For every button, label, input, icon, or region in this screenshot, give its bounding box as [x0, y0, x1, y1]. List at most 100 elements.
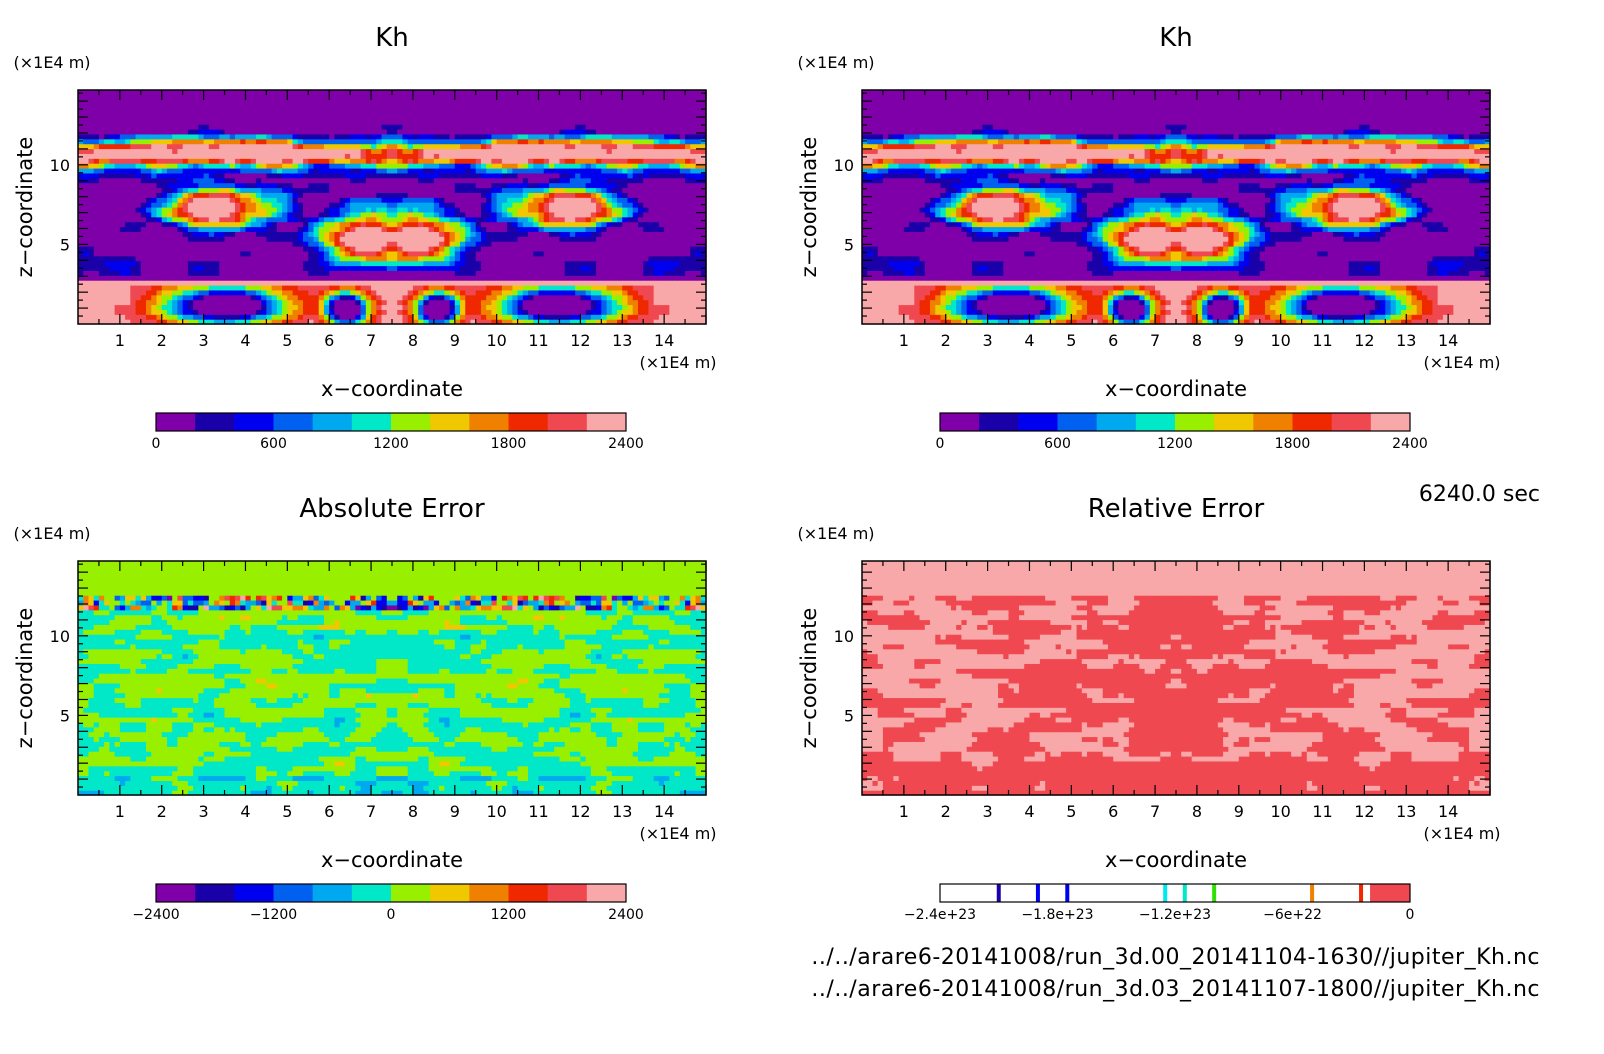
heatmap-cell — [345, 231, 351, 236]
heatmap-cell — [591, 314, 597, 319]
heatmap-cell — [177, 231, 183, 236]
heatmap-cell — [591, 217, 597, 222]
heatmap-cell — [413, 305, 419, 310]
heatmap-cell — [366, 139, 372, 144]
heatmap-cell — [486, 110, 492, 115]
heatmap-cell — [507, 295, 513, 300]
heatmap-cell — [444, 227, 450, 232]
heatmap-cell — [444, 280, 450, 285]
heatmap-cell — [334, 246, 340, 251]
heatmap-cell — [188, 129, 194, 134]
heatmap-cell — [319, 290, 325, 295]
heatmap-cell — [277, 256, 283, 261]
heatmap-cell — [486, 153, 492, 158]
heatmap-cell — [83, 158, 89, 163]
heatmap-cell — [345, 183, 351, 188]
heatmap-cell — [308, 285, 314, 290]
heatmap-cell — [491, 270, 497, 275]
heatmap-cell — [376, 95, 382, 100]
heatmap-cell — [465, 192, 471, 197]
heatmap-cell — [476, 144, 482, 149]
heatmap-cell — [408, 163, 414, 168]
heatmap-cell — [151, 95, 157, 100]
heatmap-cell — [397, 163, 403, 168]
heatmap-cell — [371, 163, 377, 168]
heatmap-cell — [88, 124, 94, 129]
heatmap-cell — [549, 300, 555, 305]
heatmap-cell — [324, 105, 330, 110]
heatmap-cell — [371, 261, 377, 266]
heatmap-cell — [575, 149, 581, 154]
heatmap-cell — [130, 295, 136, 300]
heatmap-cell — [146, 236, 152, 241]
heatmap-cell — [329, 202, 335, 207]
heatmap-cell — [245, 231, 251, 236]
heatmap-cell — [314, 207, 320, 212]
heatmap-cell — [314, 256, 320, 261]
heatmap-cell — [408, 285, 414, 290]
heatmap-cell — [418, 188, 424, 193]
heatmap-cell — [136, 124, 142, 129]
heatmap-cell — [340, 285, 346, 290]
heatmap-cell — [575, 168, 581, 173]
heatmap-cell — [183, 270, 189, 275]
heatmap-cell — [350, 256, 356, 261]
heatmap-cell — [413, 197, 419, 202]
heatmap-cell — [392, 212, 398, 217]
heatmap-cell — [528, 183, 534, 188]
heatmap-cell — [549, 149, 555, 154]
heatmap-cell — [219, 280, 225, 285]
heatmap-cell — [539, 217, 545, 222]
heatmap-cell — [277, 158, 283, 163]
heatmap-cell — [554, 168, 560, 173]
heatmap-cell — [109, 100, 115, 105]
heatmap-cell — [193, 309, 199, 314]
heatmap-cell — [423, 100, 429, 105]
heatmap-cell — [329, 275, 335, 280]
heatmap-cell — [455, 295, 461, 300]
heatmap-cell — [303, 295, 309, 300]
heatmap-cell — [559, 153, 565, 158]
heatmap-cell — [78, 183, 84, 188]
heatmap-cell — [376, 222, 382, 227]
heatmap-cell — [209, 163, 215, 168]
heatmap-cell — [277, 173, 283, 178]
heatmap-cell — [99, 227, 105, 232]
heatmap-cell — [225, 114, 231, 119]
heatmap-cell — [413, 231, 419, 236]
heatmap-cell — [523, 217, 529, 222]
heatmap-cell — [214, 168, 220, 173]
heatmap-cell — [397, 129, 403, 134]
heatmap-cell — [141, 114, 147, 119]
heatmap-cell — [450, 202, 456, 207]
heatmap-cell — [303, 163, 309, 168]
heatmap-cell — [125, 110, 131, 115]
heatmap-cell — [491, 183, 497, 188]
heatmap-cell — [298, 110, 304, 115]
heatmap-cell — [141, 202, 147, 207]
heatmap-cell — [559, 261, 565, 266]
heatmap-cell — [575, 300, 581, 305]
heatmap-cell — [287, 280, 293, 285]
heatmap-cell — [580, 95, 586, 100]
heatmap-cell — [439, 305, 445, 310]
heatmap-cell — [230, 105, 236, 110]
heatmap-cell — [293, 290, 299, 295]
heatmap-cell — [497, 197, 503, 202]
heatmap-cell — [518, 300, 524, 305]
heatmap-cell — [361, 178, 367, 183]
heatmap-cell — [141, 236, 147, 241]
heatmap-cell — [481, 163, 487, 168]
heatmap-cell — [99, 173, 105, 178]
heatmap-cell — [345, 290, 351, 295]
heatmap-cell — [586, 261, 592, 266]
heatmap-cell — [350, 149, 356, 154]
heatmap-cell — [204, 100, 210, 105]
heatmap-cell — [502, 256, 508, 261]
heatmap-cell — [266, 188, 272, 193]
heatmap-cell — [256, 241, 262, 246]
heatmap-cell — [266, 227, 272, 232]
heatmap-cell — [586, 178, 592, 183]
heatmap-cell — [193, 110, 199, 115]
heatmap-cell — [413, 222, 419, 227]
